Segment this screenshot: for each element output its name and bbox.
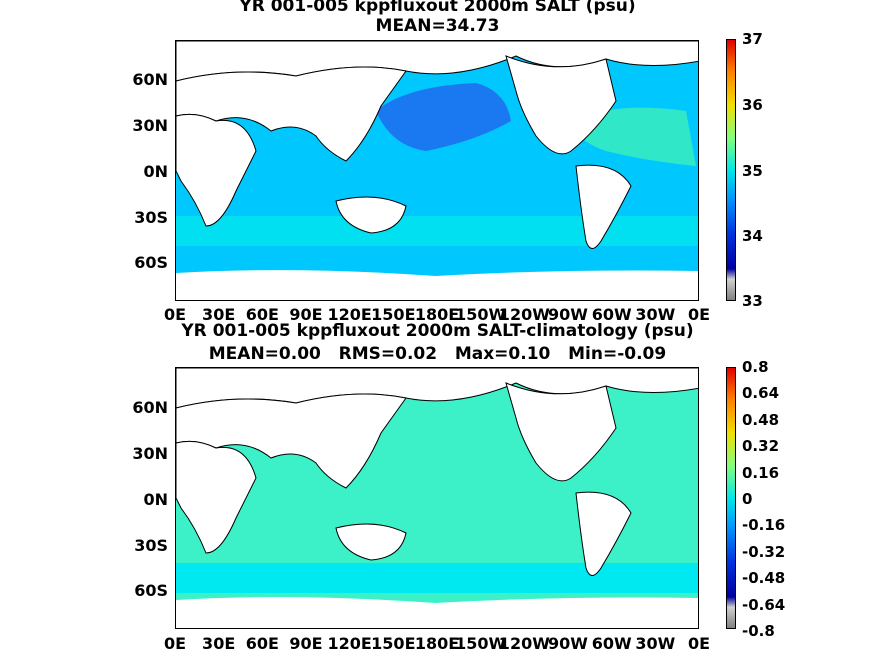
panel1-xtick: 90E	[289, 305, 323, 324]
panel1-ytick: 60N	[132, 70, 168, 89]
panel2-ytick: 60N	[132, 398, 168, 417]
panel2-cbar-tick: -0.32	[742, 542, 786, 561]
panel2-ytick: 30N	[132, 444, 168, 463]
panel1-title: YR 001-005 kppfluxout 2000m SALT (psu)	[239, 0, 636, 16]
panel2-xtick: 30W	[635, 634, 676, 653]
panel1-xtick: 120E	[327, 305, 372, 324]
panel1-ytick: 30N	[132, 116, 168, 135]
panel1-cbar-tick: 37	[742, 30, 763, 48]
panel2-title: YR 001-005 kppfluxout 2000m SALT-climato…	[181, 321, 694, 341]
panel2-cbar-tick: 0.8	[742, 358, 769, 376]
panel2-xtick: 30E	[202, 634, 236, 653]
panel1-ytick: 60S	[134, 253, 168, 272]
south-america	[575, 164, 632, 249]
panel2-xtick: 150E	[371, 634, 416, 653]
panel2-xtick: 90E	[289, 634, 323, 653]
panel1-map-svg	[176, 41, 698, 300]
panel2-xtick: 180E	[414, 634, 460, 653]
panel1-xtick: 90W	[548, 305, 588, 324]
panel1-cbar-tick: 34	[742, 227, 763, 245]
africa	[176, 440, 257, 554]
panel1-xtick: 0E	[163, 305, 187, 324]
panel2-ytick: 30S	[134, 536, 168, 555]
antarctica	[176, 270, 698, 300]
panel1-colorbar	[726, 39, 736, 301]
panel2-xtick: 0E	[163, 634, 187, 653]
panel2-cbar-tick: 0.16	[742, 463, 780, 482]
panel2-cbar-tick: 0	[742, 490, 753, 508]
panel2-ytick: 0N	[143, 490, 168, 509]
north-america	[505, 382, 617, 482]
panel1-xtick: 150W	[455, 305, 507, 324]
australia	[335, 196, 407, 234]
panel2-xtick: 90W	[548, 634, 588, 653]
panel2-cbar-tick: -0.48	[742, 569, 786, 588]
panel2-cbar-tick: 0.32	[742, 437, 780, 456]
panel1-cbar-tick: 33	[742, 292, 763, 310]
panel2-colorbar	[726, 367, 736, 629]
panel1-xtick: 60W	[591, 305, 632, 324]
panel1-ytick: 30S	[134, 208, 168, 227]
panel1-ytick: 0N	[143, 162, 168, 181]
panel1-xtick: 30W	[635, 305, 676, 324]
africa	[176, 113, 257, 227]
panel2-xtick: 0E	[687, 634, 711, 653]
panel2-cbar-tick: 0.64	[742, 384, 780, 403]
panel1-map	[175, 40, 699, 301]
north-pacific-region	[376, 83, 511, 151]
panel2-map	[175, 367, 699, 629]
panel2-cbar-tick: 0.48	[742, 410, 780, 429]
south-america	[575, 491, 632, 576]
southern-band	[176, 563, 698, 593]
panel1-xtick: 0E	[687, 305, 711, 324]
panel2-cbar-tick: -0.8	[742, 622, 775, 640]
australia	[335, 523, 407, 561]
southern-band	[176, 216, 698, 246]
panel2-cbar-tick: -0.64	[742, 595, 786, 614]
panel1-cbar-tick: 36	[742, 96, 763, 114]
panel2-xtick: 60W	[591, 634, 632, 653]
panel2-ytick: 60S	[134, 581, 168, 600]
panel1-subtitle: MEAN=34.73	[375, 16, 500, 36]
eurasia	[176, 66, 407, 162]
panel2-cbar-tick: -0.16	[742, 516, 786, 535]
north-america	[505, 55, 617, 155]
antarctica	[176, 597, 698, 628]
panel1-xtick: 180E	[414, 305, 460, 324]
panel1-xtick: 60E	[245, 305, 279, 324]
eurasia	[176, 393, 407, 489]
panel2-xtick: 120E	[327, 634, 372, 653]
panel2-subtitle: MEAN=0.00 RMS=0.02 Max=0.10 Min=-0.09	[208, 344, 667, 364]
panel1-cbar-tick: 35	[742, 162, 763, 180]
panel1-xtick: 120W	[498, 305, 550, 324]
panel2-xtick: 150W	[455, 634, 507, 653]
north-atlantic-region	[571, 107, 696, 166]
panel2-xtick: 60E	[245, 634, 279, 653]
panel1-xtick: 30E	[202, 305, 236, 324]
panel2-xtick: 120W	[498, 634, 550, 653]
panel1-xtick: 150E	[371, 305, 416, 324]
panel2-map-svg	[176, 368, 698, 628]
